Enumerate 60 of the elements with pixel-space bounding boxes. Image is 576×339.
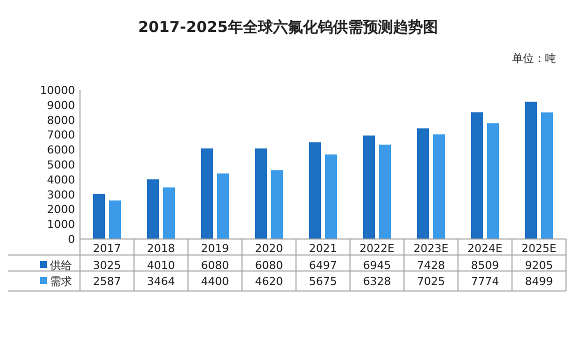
x-tick-label: 2019	[201, 242, 229, 255]
data-label: 3025	[93, 259, 121, 272]
bar	[417, 128, 429, 239]
data-label: 6328	[363, 275, 391, 288]
x-tick-label: 2022E	[360, 242, 395, 255]
y-tick-label: 9000	[47, 98, 75, 112]
x-tick-label: 2017	[93, 242, 121, 255]
x-tick-label: 2025E	[522, 242, 557, 255]
y-tick-label: 8000	[47, 114, 75, 127]
data-label: 7025	[417, 275, 445, 288]
x-tick-label: 2024E	[468, 242, 503, 255]
x-tick-label: 2018	[147, 242, 175, 255]
data-label: 9205	[525, 259, 553, 272]
bar	[147, 179, 159, 239]
data-label: 6080	[255, 259, 283, 272]
bar	[201, 148, 213, 239]
y-tick-label: 2000	[47, 203, 75, 216]
y-tick-label: 4000	[47, 173, 75, 186]
data-label: 7774	[471, 275, 499, 288]
data-label: 8499	[525, 275, 553, 288]
bar	[487, 123, 499, 239]
bar	[433, 134, 445, 239]
data-label: 4010	[147, 259, 175, 272]
x-tick-label: 2020	[255, 242, 283, 255]
bar	[541, 112, 553, 239]
y-tick-label: 6000	[47, 144, 75, 157]
bar	[525, 102, 537, 239]
y-tick-label: 1000	[47, 218, 75, 232]
y-tick-label: 3000	[47, 188, 75, 202]
data-label: 6945	[363, 259, 391, 272]
bar	[271, 170, 283, 239]
bar	[363, 136, 375, 239]
bar	[255, 148, 267, 239]
bar	[217, 173, 229, 239]
y-axis-title: 单位：吨	[512, 52, 556, 65]
bar	[163, 187, 175, 239]
legend-label: 供给	[50, 259, 72, 272]
x-tick-label: 2021	[309, 242, 337, 255]
y-tick-label: 0	[68, 233, 75, 246]
y-tick-label: 7000	[47, 128, 75, 142]
data-label: 6080	[201, 259, 229, 272]
data-label: 6497	[309, 259, 337, 272]
data-label: 3464	[147, 275, 175, 288]
data-label: 4400	[201, 275, 229, 288]
data-label: 2587	[93, 275, 121, 288]
bar	[471, 112, 483, 239]
bar	[93, 194, 105, 239]
data-label: 8509	[471, 259, 499, 272]
bar	[109, 200, 121, 239]
bar	[325, 154, 337, 239]
legend-label: 需求	[50, 275, 72, 288]
bar	[309, 142, 321, 239]
data-label: 5675	[309, 275, 337, 288]
x-tick-label: 2023E	[414, 242, 449, 255]
chart-title: 2017-2025年全球六氟化钨供需预测趋势图	[138, 18, 438, 36]
y-tick-label: 10000	[40, 84, 75, 97]
bar	[379, 144, 391, 239]
data-label: 7428	[417, 259, 445, 272]
y-tick-label: 5000	[47, 158, 75, 172]
data-label: 4620	[255, 275, 283, 288]
